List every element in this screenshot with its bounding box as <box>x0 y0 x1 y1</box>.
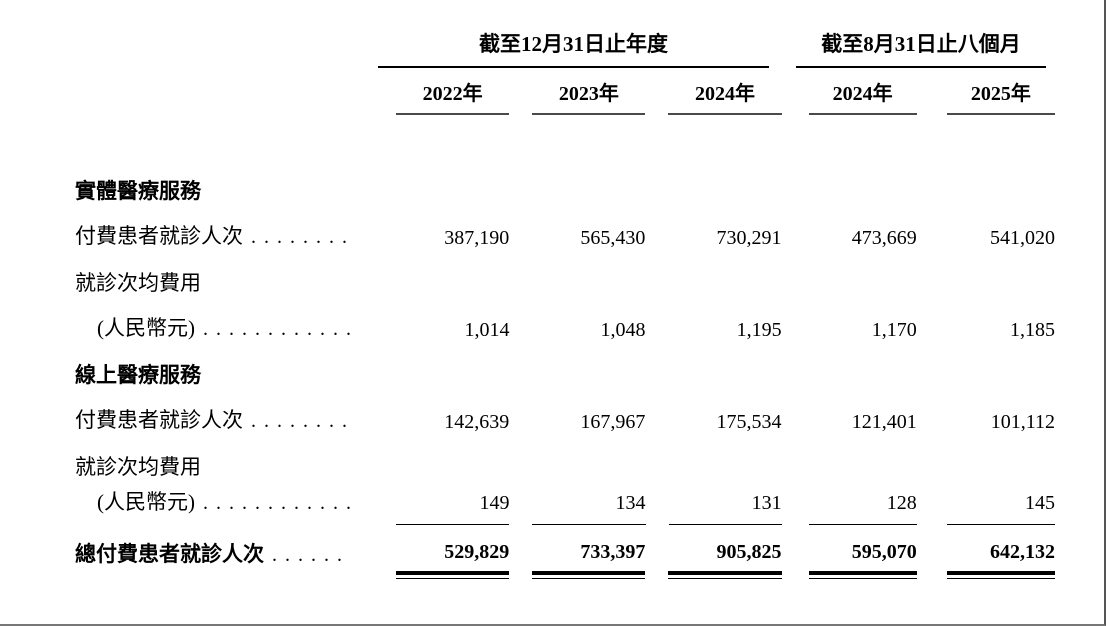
table-row-physical-avg-fee-label: 就診次均費用 <box>75 249 1055 295</box>
table-row-section-online: 線上醫療服務 <box>75 341 1055 387</box>
header-spacer <box>75 32 378 68</box>
year-header-row: 2022年 2023年 2024年 2024年 2025年 <box>75 83 1055 116</box>
year-col-2022: 2022年 <box>396 83 510 116</box>
dot-leader: . . . . . . . . <box>251 226 349 249</box>
cell-value: 131 <box>668 492 782 526</box>
cell-value: 1,170 <box>871 319 917 342</box>
dot-leader: . . . . . . . . . . . . <box>203 492 353 515</box>
column-group-eight-months-label: 截至8月31日止八個月 <box>821 32 1021 56</box>
cell-value: 1,014 <box>464 319 510 342</box>
total-label-text: 總付費患者就診人次 <box>75 542 264 567</box>
row-label: 就診次均費用 <box>75 455 201 480</box>
table-row-physical-avg-fee-values: (人民幣元) . . . . . . . . . . . . 1,014 1,04… <box>75 295 1055 341</box>
cell-value: 101,112 <box>990 411 1055 434</box>
section-label: 線上醫療服務 <box>75 363 201 388</box>
dot-leader: . . . . . . <box>272 544 344 567</box>
row-label: 付費患者就診人次 . . . . . . . . <box>75 224 373 249</box>
dot-leader: . . . . . . . . <box>251 410 349 433</box>
total-value: 529,829 <box>396 541 510 580</box>
cell-value: 167,967 <box>580 411 646 434</box>
year-col-2025-interim: 2025年 <box>946 83 1055 116</box>
column-group-annual: 截至12月31日止年度 <box>378 32 769 69</box>
year-col-2024-interim: 2024年 <box>808 83 917 116</box>
row-label: (人民幣元) . . . . . . . . . . . . <box>75 490 373 525</box>
table-row-total-paid-visits: 總付費患者就診人次 . . . . . . 529,829 733,397 905… <box>75 525 1056 580</box>
row-label: (人民幣元) . . . . . . . . . . . . <box>75 316 373 341</box>
row-label: 付費患者就診人次 . . . . . . . . <box>75 408 373 433</box>
row-label-text: (人民幣元) <box>97 316 195 341</box>
patient-visits-table: 截至12月31日止年度 截至8月31日止八個月 2022年 2023年 2024… <box>75 32 1056 580</box>
cell-value: 142,639 <box>444 411 510 434</box>
cell-value: 730,291 <box>716 227 782 250</box>
table-row-physical-paid-visits: 付費患者就診人次. . . . . . . . 387,190 565,430 … <box>75 203 1055 249</box>
cell-value: 1,195 <box>736 319 782 342</box>
cell-value: 473,669 <box>851 227 917 250</box>
dot-leader: . . . . . . . . . . . . <box>203 318 353 341</box>
cell-value: 128 <box>808 492 917 526</box>
row-label-text: 付費患者就診人次 <box>75 408 243 433</box>
year-header-spacer <box>75 83 373 115</box>
cell-value: 541,020 <box>989 227 1055 250</box>
table-row-online-avg-fee-label: 就診次均費用 <box>75 433 1055 479</box>
row-label-text: (人民幣元) <box>97 490 195 515</box>
total-label: 總付費患者就診人次 . . . . . . <box>75 542 373 575</box>
year-col-2024: 2024年 <box>668 83 782 116</box>
cell-value: 387,190 <box>444 227 510 250</box>
cell-value: 175,534 <box>716 411 782 434</box>
cell-value: 1,048 <box>600 319 646 342</box>
column-group-header-row: 截至12月31日止年度 截至8月31日止八個月 <box>75 32 1055 69</box>
section-label: 實體醫療服務 <box>75 179 201 204</box>
table-row-online-paid-visits: 付費患者就診人次. . . . . . . . 142,639 167,967 … <box>75 387 1055 433</box>
row-label-text: 付費患者就診人次 <box>75 224 243 249</box>
table-row-section-physical: 實體醫療服務 <box>75 157 1055 203</box>
cell-value: 134 <box>532 492 646 526</box>
cell-value: 145 <box>946 492 1055 526</box>
row-label: 就診次均費用 <box>75 271 201 296</box>
cell-value: 149 <box>396 492 510 526</box>
cell-value: 565,430 <box>580 227 646 250</box>
table-body: 實體醫療服務 付費患者就診人次 . . . . . . . . 387,190 5… <box>75 157 1056 580</box>
cell-value: 1,185 <box>1009 319 1055 342</box>
table-row-online-avg-fee-values: (人民幣元) . . . . . . . . . . . . 149 134 13… <box>75 479 1055 526</box>
total-value: 595,070 <box>808 541 917 580</box>
cell-value: 121,401 <box>851 411 917 434</box>
total-value: 905,825 <box>668 541 782 580</box>
column-group-annual-label: 截至12月31日止年度 <box>479 32 668 56</box>
total-value: 733,397 <box>532 541 646 580</box>
total-value: 642,132 <box>946 541 1056 580</box>
year-col-2023: 2023年 <box>532 83 646 116</box>
column-group-eight-months: 截至8月31日止八個月 <box>796 32 1046 69</box>
